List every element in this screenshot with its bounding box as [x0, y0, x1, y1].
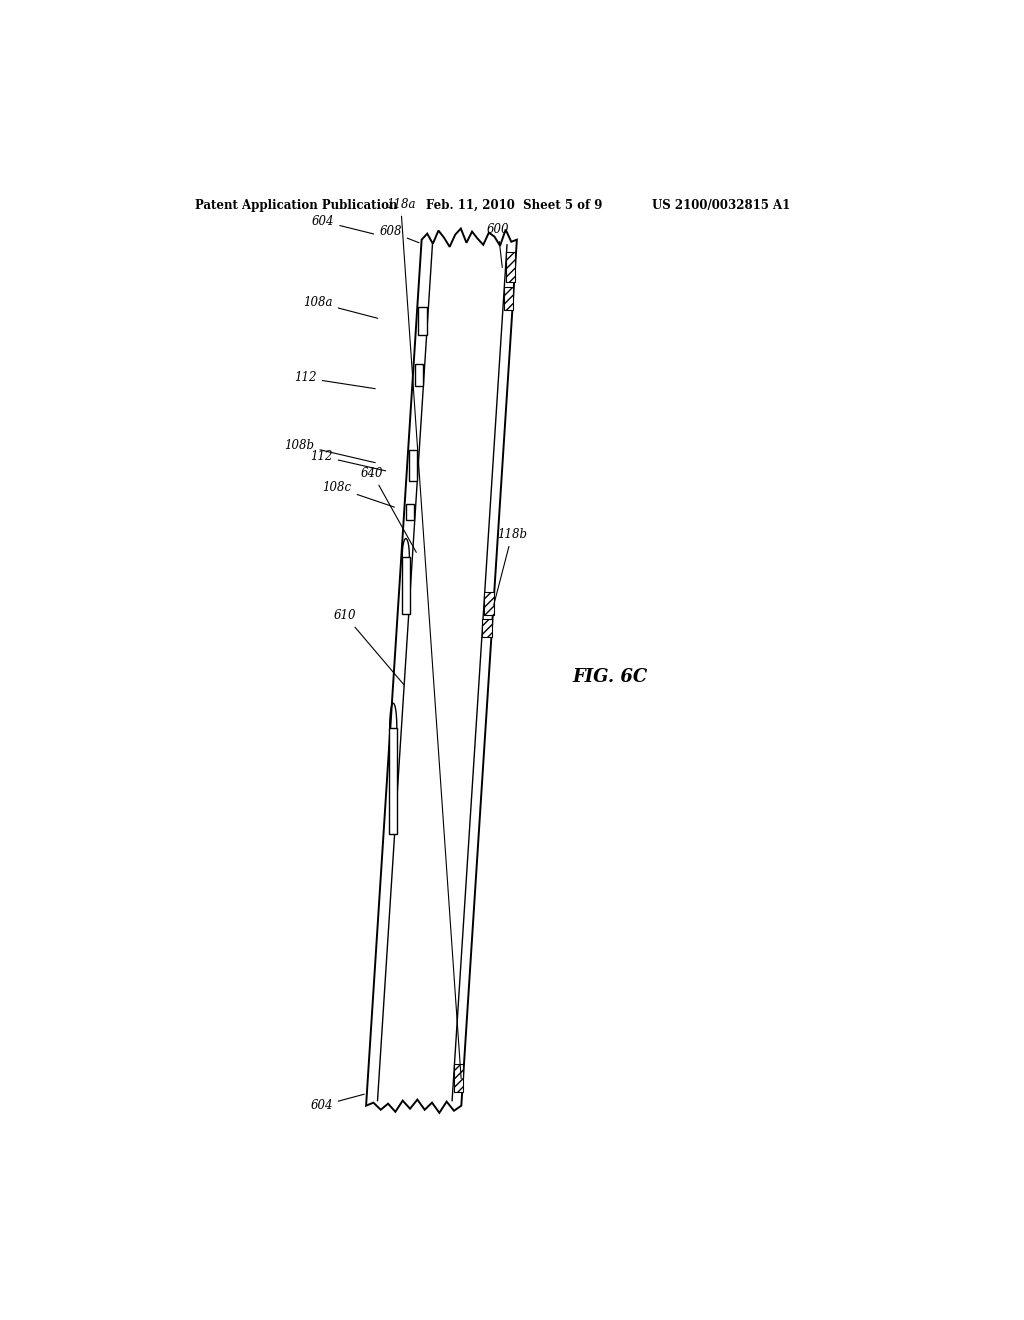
Polygon shape: [389, 727, 397, 834]
Polygon shape: [409, 450, 418, 480]
Text: 108a: 108a: [303, 296, 378, 318]
Polygon shape: [504, 288, 513, 310]
Text: 108b: 108b: [285, 438, 375, 463]
Text: 610: 610: [334, 610, 403, 685]
Text: 600: 600: [486, 223, 509, 268]
Polygon shape: [484, 593, 494, 615]
Polygon shape: [482, 619, 492, 638]
Text: US 2100/0032815 A1: US 2100/0032815 A1: [652, 199, 791, 213]
Text: Feb. 11, 2010  Sheet 5 of 9: Feb. 11, 2010 Sheet 5 of 9: [426, 199, 602, 213]
Text: 640: 640: [361, 467, 417, 552]
Polygon shape: [367, 228, 517, 1113]
Text: 604: 604: [310, 1094, 365, 1113]
Text: 112: 112: [294, 371, 375, 388]
Text: 118b: 118b: [494, 528, 527, 605]
Polygon shape: [401, 557, 410, 614]
Polygon shape: [454, 1064, 463, 1093]
Polygon shape: [418, 306, 427, 335]
Text: Patent Application Publication: Patent Application Publication: [196, 199, 398, 213]
Text: FIG. 6C: FIG. 6C: [572, 668, 647, 686]
Polygon shape: [415, 364, 423, 385]
Text: 112: 112: [310, 450, 386, 471]
Text: 604: 604: [312, 215, 374, 234]
Polygon shape: [406, 504, 415, 520]
Text: 118a: 118a: [386, 198, 461, 1078]
Polygon shape: [506, 252, 515, 282]
Text: 608: 608: [379, 226, 419, 243]
Text: 108c: 108c: [323, 482, 394, 507]
